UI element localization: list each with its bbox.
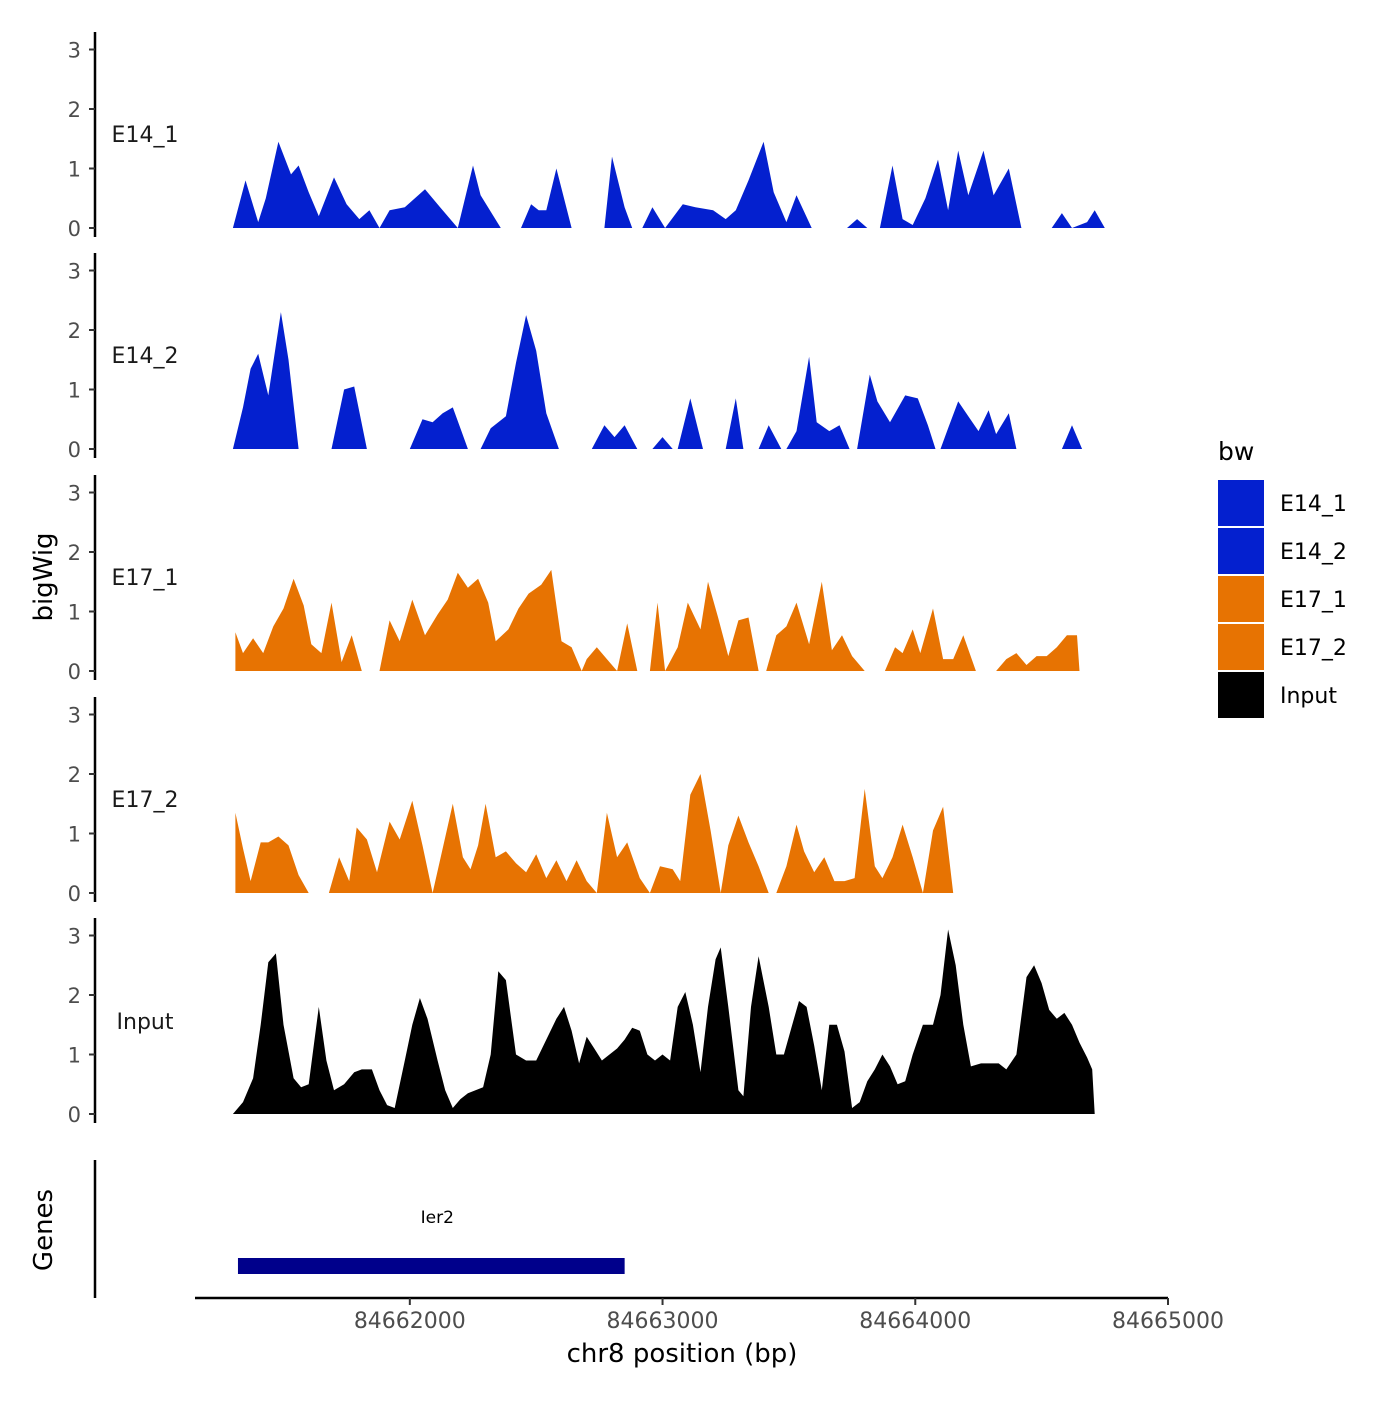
y-tick-label: 3 xyxy=(68,925,81,949)
legend-swatch xyxy=(1218,528,1264,574)
legend: bw E14_1 E14_2 E17_1 E17_2 Input xyxy=(1218,437,1347,718)
series-area-e17-1 xyxy=(235,569,1080,671)
x-tick-label: 84663000 xyxy=(607,1309,719,1334)
y-tick-label: 1 xyxy=(68,601,81,625)
series-area-e14-2 xyxy=(232,312,1083,449)
legend-swatch xyxy=(1218,672,1264,718)
y-tick-label: 0 xyxy=(68,882,81,906)
series-area-e14-1 xyxy=(232,141,1105,228)
y-tick-label: 2 xyxy=(68,319,81,343)
panel-label: E14_2 xyxy=(112,344,179,369)
x-tick-label: 84664000 xyxy=(859,1309,971,1334)
legend-label: E17_1 xyxy=(1280,588,1347,613)
y-tick-label: 2 xyxy=(68,98,81,122)
y-tick-label: 0 xyxy=(68,660,81,684)
y-tick-label: 3 xyxy=(68,39,81,63)
y-tick-label: 3 xyxy=(68,482,81,506)
gene-label: Ier2 xyxy=(421,1208,454,1228)
panel-label: Input xyxy=(117,1010,174,1035)
y-tick-label: 2 xyxy=(68,541,81,565)
y-tick-label: 0 xyxy=(68,438,81,462)
legend-label: E14_1 xyxy=(1280,492,1347,517)
legend-swatch xyxy=(1218,480,1264,526)
y-axis-title: bigWig xyxy=(29,532,59,621)
x-tick-label: 84665000 xyxy=(1112,1309,1224,1334)
gene-bar xyxy=(237,1258,625,1274)
y-tick-label: 3 xyxy=(68,260,81,284)
panel-e14-2: 0 1 2 3 E14_2 xyxy=(68,253,1083,462)
gene-track: Ier2 xyxy=(93,1160,625,1298)
y-tick-label: 2 xyxy=(68,763,81,787)
x-tick-label: 84662000 xyxy=(354,1309,466,1334)
y-tick-label: 0 xyxy=(68,1103,81,1127)
legend-swatch xyxy=(1218,576,1264,622)
legend-swatch xyxy=(1218,624,1264,670)
legend-title: bw xyxy=(1218,437,1254,466)
y-tick-label: 1 xyxy=(68,158,81,182)
y-tick-label: 1 xyxy=(68,823,81,847)
panel-e17-1: 0 1 2 3 E17_1 xyxy=(68,475,1080,684)
x-axis: 84662000 84663000 84664000 84665000 xyxy=(195,1296,1224,1334)
x-axis-title: chr8 position (bp) xyxy=(567,1339,798,1369)
legend-label: E17_2 xyxy=(1280,636,1347,661)
panel-label: E14_1 xyxy=(112,123,179,148)
legend-label: Input xyxy=(1280,684,1337,709)
genes-axis-title: Genes xyxy=(29,1189,59,1271)
series-area-input xyxy=(232,929,1095,1114)
y-tick-label: 0 xyxy=(68,217,81,241)
series-area-e17-2 xyxy=(235,774,954,893)
y-tick-label: 1 xyxy=(68,379,81,403)
panel-e17-2: 0 1 2 3 E17_2 xyxy=(68,697,954,906)
panel-label: E17_1 xyxy=(112,566,179,591)
y-tick-label: 3 xyxy=(68,704,81,728)
panel-e14-1: 0 1 2 3 E14_1 xyxy=(68,32,1105,241)
signal-panels: 0 1 2 3 E14_1 0 1 2 3 E14_2 0 1 2 3 E17_1 0 1 2 3 E17_2 0 1 2 3… xyxy=(68,32,1105,1127)
legend-label: E14_2 xyxy=(1280,540,1347,565)
y-tick-label: 2 xyxy=(68,984,81,1008)
y-tick-label: 1 xyxy=(68,1044,81,1068)
panel-input: 0 1 2 3 Input xyxy=(68,918,1095,1127)
panel-label: E17_2 xyxy=(112,788,179,813)
